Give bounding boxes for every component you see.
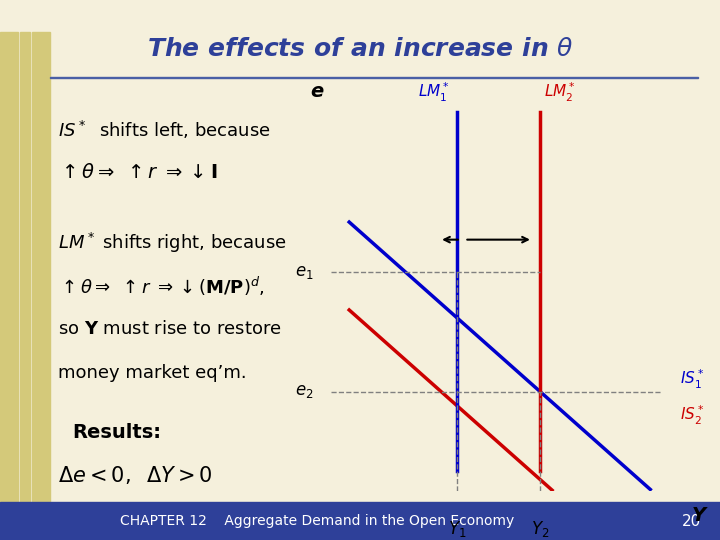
Bar	[50, 77, 698, 78]
Bar	[32, 32, 50, 502]
Bar	[0, 32, 18, 502]
Bar	[20, 32, 30, 502]
Text: $\uparrow\theta \Rightarrow$ $\uparrow r$ $\Rightarrow \downarrow \mathbf{I}$: $\uparrow\theta \Rightarrow$ $\uparrow r…	[58, 163, 217, 183]
Text: The effects of an increase in $\theta$: The effects of an increase in $\theta$	[147, 37, 573, 60]
Text: $IS_1^*$: $IS_1^*$	[680, 368, 705, 391]
Text: CHAPTER 12    Aggregate Demand in the Open Economy: CHAPTER 12 Aggregate Demand in the Open …	[120, 514, 514, 528]
Text: $e_2$: $e_2$	[294, 382, 313, 401]
Text: e: e	[310, 82, 323, 102]
Text: so $\mathbf{Y}$ must rise to restore: so $\mathbf{Y}$ must rise to restore	[58, 320, 282, 339]
Text: $\uparrow\theta \Rightarrow$ $\uparrow r$ $\Rightarrow \downarrow(\mathbf{M/P})^: $\uparrow\theta \Rightarrow$ $\uparrow r…	[58, 275, 264, 298]
Text: $LM_2^*$: $LM_2^*$	[544, 80, 575, 104]
Text: $IS_2^*$: $IS_2^*$	[680, 404, 705, 427]
Text: $e_1$: $e_1$	[294, 262, 313, 281]
Text: Y: Y	[691, 506, 706, 525]
Text: $Y_1$: $Y_1$	[448, 519, 467, 539]
Text: Results:: Results:	[72, 422, 161, 442]
Text: $Y_2$: $Y_2$	[531, 519, 549, 539]
Text: $LM^*$ shifts right, because: $LM^*$ shifts right, because	[58, 231, 286, 255]
Text: $\Delta e < 0,\;\; \Delta Y > 0$: $\Delta e < 0,\;\; \Delta Y > 0$	[58, 464, 212, 486]
Text: $LM_1^*$: $LM_1^*$	[418, 80, 450, 104]
Text: 20: 20	[682, 514, 701, 529]
Bar	[0, 502, 720, 540]
Text: $IS^*$  shifts left, because: $IS^*$ shifts left, because	[58, 119, 270, 140]
Text: money market eq’m.: money market eq’m.	[58, 363, 246, 382]
